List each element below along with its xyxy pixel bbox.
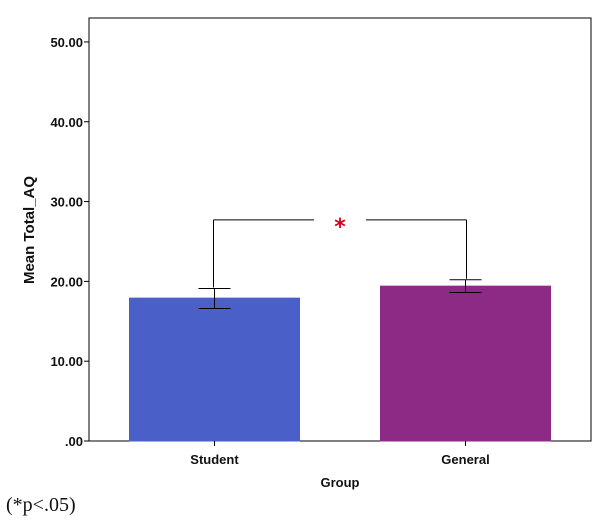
x-axis-title: Group xyxy=(321,475,360,490)
significance-marker: * xyxy=(334,215,346,240)
plot-area-frame xyxy=(88,17,592,442)
bar-general xyxy=(380,285,551,442)
y-tick-label: 20.00 xyxy=(50,274,83,289)
y-axis-title: Mean Total_AQ xyxy=(21,176,38,284)
y-tick-label: 40.00 xyxy=(50,115,83,130)
significance-footnote: (*p<.05) xyxy=(6,494,76,516)
x-axis-ticks: Student General xyxy=(190,441,490,467)
bars xyxy=(129,285,551,442)
y-tick-label: 10.00 xyxy=(50,354,83,369)
x-tick-label: Student xyxy=(190,452,239,467)
y-axis-ticks: .00 10.00 20.00 30.00 40.00 50.00 xyxy=(50,35,89,449)
y-tick-label: 50.00 xyxy=(50,35,83,50)
y-tick-label: 30.00 xyxy=(50,195,83,210)
error-bars xyxy=(198,279,482,310)
bar-chart: .00 10.00 20.00 30.00 40.00 50.00 * Student Ge… xyxy=(21,17,592,490)
y-tick-label: .00 xyxy=(65,434,83,449)
x-tick-label: General xyxy=(441,452,489,467)
bar-student xyxy=(129,297,300,442)
significance-bracket: * xyxy=(213,215,467,288)
